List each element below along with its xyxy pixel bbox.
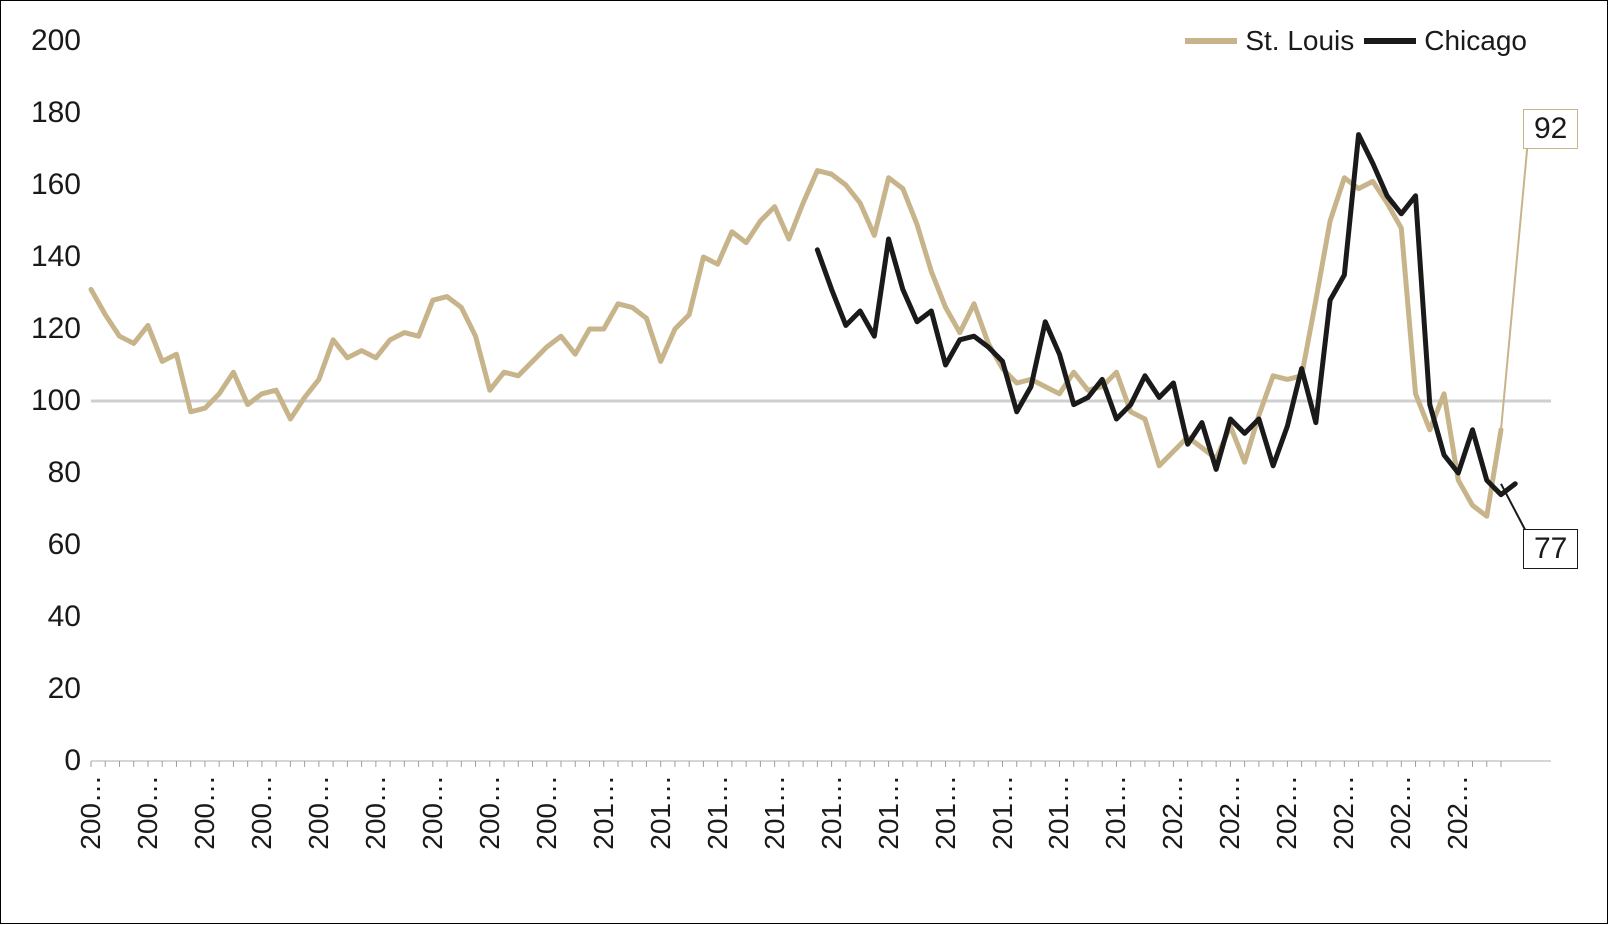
legend-swatch-chicago [1364, 38, 1416, 44]
y-tick-label: 20 [11, 672, 81, 706]
x-tick-label: 201… [1043, 775, 1075, 850]
legend-label-chicago: Chicago [1424, 25, 1527, 57]
x-tick-label: 200… [417, 775, 449, 850]
y-tick-label: 140 [11, 240, 81, 274]
x-tick-label: 201… [930, 775, 962, 850]
x-tick-label: 202… [1157, 775, 1189, 850]
y-tick-label: 180 [11, 96, 81, 130]
y-tick-label: 120 [11, 312, 81, 346]
y-tick-label: 0 [11, 744, 81, 778]
x-tick-label: 200… [246, 775, 278, 850]
y-tick-label: 160 [11, 168, 81, 202]
end-label-chicago: 77 [1523, 529, 1578, 569]
end-label-st-louis: 92 [1523, 109, 1578, 149]
x-tick-label: 200… [303, 775, 335, 850]
x-tick-label: 202… [1442, 775, 1474, 850]
x-tick-label: 201… [1100, 775, 1132, 850]
x-tick-label: 200… [531, 775, 563, 850]
x-tick-label: 201… [645, 775, 677, 850]
x-tick-label: 200… [189, 775, 221, 850]
y-tick-label: 100 [11, 384, 81, 418]
y-tick-label: 40 [11, 600, 81, 634]
y-tick-label: 60 [11, 528, 81, 562]
legend-item-stlouis: St. Louis [1185, 25, 1354, 57]
series-line-st-louis [91, 171, 1501, 517]
x-tick-label: 201… [588, 775, 620, 850]
y-tick-label: 200 [11, 24, 81, 58]
plot-svg [1, 1, 1608, 925]
x-tick-label: 201… [873, 775, 905, 850]
x-tick-label: 202… [1271, 775, 1303, 850]
x-tick-label: 201… [759, 775, 791, 850]
x-tick-label: 200… [360, 775, 392, 850]
x-tick-label: 202… [1328, 775, 1360, 850]
legend-label-stlouis: St. Louis [1245, 25, 1354, 57]
legend: St. Louis Chicago [1175, 25, 1527, 57]
legend-item-chicago: Chicago [1364, 25, 1527, 57]
x-tick-label: 200… [474, 775, 506, 850]
chart-container: St. Louis Chicago 0 20 40 60 80 100 120 140 160 1… [0, 0, 1608, 924]
x-tick-label: 201… [816, 775, 848, 850]
x-tick-label: 201… [702, 775, 734, 850]
y-tick-label: 80 [11, 456, 81, 490]
x-tick-label: 200… [75, 775, 107, 850]
x-tick-label: 201… [987, 775, 1019, 850]
x-tick-label: 202… [1385, 775, 1417, 850]
x-tick-label: 200… [132, 775, 164, 850]
x-tick-label: 202… [1214, 775, 1246, 850]
legend-swatch-stlouis [1185, 38, 1237, 44]
